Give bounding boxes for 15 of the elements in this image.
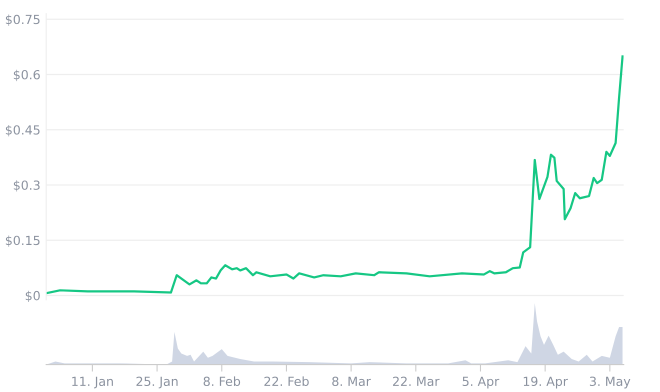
y-tick-label: $0.15: [6, 235, 40, 247]
x-tick-label: 19. Apr: [524, 376, 568, 388]
y-tick-label: $0.75: [6, 14, 40, 26]
x-tick-label: 25. Jan: [136, 376, 178, 388]
x-tick-label: 11. Jan: [72, 376, 113, 388]
y-tick-label: $0.45: [6, 124, 40, 136]
y-tick-label: $0.6: [14, 70, 40, 82]
x-tick-label: 22. Mar: [393, 376, 440, 386]
x-tick-label: 5. Apr: [462, 376, 500, 388]
y-tick-label: $0: [26, 290, 40, 302]
x-tick-label: 3. May: [590, 376, 630, 388]
y-tick-label: $0.3: [14, 180, 40, 192]
x-tick-label: 22. Feb: [264, 376, 309, 386]
x-tick-label: 8. Feb: [204, 376, 240, 386]
x-tick-label: 8. Mar: [332, 376, 371, 386]
